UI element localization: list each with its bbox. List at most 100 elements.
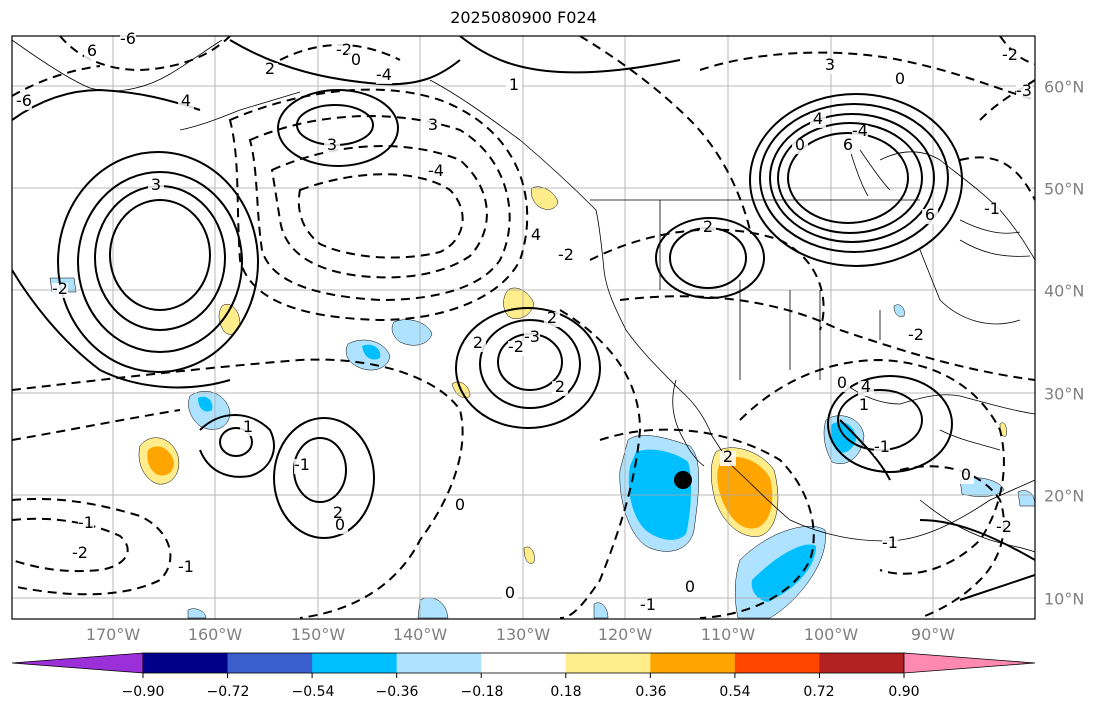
contour-label: 0 (685, 577, 695, 596)
contour-label: -3 (524, 327, 540, 346)
lon-label: 150°W (290, 625, 346, 644)
contour-label: 2 (473, 333, 483, 352)
contour-label: 4 (813, 109, 823, 128)
contour-label: -4 (428, 161, 444, 180)
contour-label: 4 (181, 91, 191, 110)
lat-label: 10°N (1044, 589, 1085, 609)
shade-orange-west (147, 446, 174, 476)
colorbar-tick-label: −0.54 (291, 684, 335, 700)
contour-label: 3 (151, 175, 161, 194)
contour-label: 2 (547, 308, 557, 327)
contour-label: -2 (508, 337, 524, 356)
colorbar-tick-label: 0.90 (888, 684, 920, 700)
shade-blue-bottom1 (417, 597, 449, 619)
shade-blue-mid2-dark (362, 344, 381, 360)
contour-label: 0 (335, 515, 345, 534)
contour-label: -4 (376, 65, 392, 84)
contour-label-bg (700, 221, 716, 236)
colorbar-tick-label: −0.90 (121, 684, 165, 700)
contour-label-bg (330, 507, 346, 522)
contour-label: -1 (294, 455, 310, 474)
contour-label: 0 (795, 135, 805, 154)
lon-label: 120°W (597, 625, 653, 644)
contour-label: 6 (843, 135, 853, 154)
contour-label: 3 (327, 135, 337, 154)
contour-label-bg (508, 341, 524, 356)
contour-label: -1 (874, 437, 890, 456)
shade-blue-east2 (1017, 490, 1035, 507)
lon-label: 100°W (803, 625, 859, 644)
contour-label-bg (148, 179, 164, 194)
contour-label-bg (324, 139, 340, 154)
contour-label-bg (425, 119, 441, 134)
contour-label-bg (178, 95, 194, 110)
contour-label-bg (996, 521, 1012, 536)
contour-label: -2 (908, 325, 924, 344)
colorbar-tick-label: 0.72 (803, 684, 835, 700)
shade-blue-bottom3 (593, 602, 609, 619)
contour-label-bg (376, 69, 392, 84)
lon-label: 90°W (910, 625, 956, 644)
coastlines (12, 39, 1035, 553)
contour-label: 0 (837, 373, 847, 392)
contour-label: -2 (996, 517, 1012, 536)
map-title: 2025080900 F024 (450, 8, 597, 27)
contour-label: 2 (333, 503, 343, 522)
contour-label: 4 (861, 377, 871, 396)
contour-label: 6 (87, 41, 97, 60)
contour-label-bg (262, 63, 278, 78)
colorbar-segment (396, 653, 482, 673)
shade-blue-mid1-dark (198, 396, 213, 412)
contour-label: 0 (455, 495, 465, 514)
contour-label: 2 (723, 447, 733, 466)
lon-label: 110°W (700, 625, 756, 644)
colorbar-segment (312, 653, 398, 673)
lon-label: 140°W (392, 625, 448, 644)
colorbar-tick-label: 0.18 (550, 684, 582, 700)
contour-label-bg (78, 517, 94, 532)
contour-label: 4 (531, 225, 541, 244)
lon-label: 130°W (495, 625, 551, 644)
shade-blue-south (751, 544, 816, 602)
colorbar-overflow (903, 652, 1036, 674)
contour-label: -1 (882, 533, 898, 552)
shade-orange-mexico (717, 456, 773, 529)
contour-label-bg (52, 283, 68, 298)
contour-label-bg (882, 537, 898, 552)
contour-label-bg (502, 587, 518, 602)
contour-label: -2 (52, 279, 68, 298)
shade-yellow-3 (531, 186, 559, 210)
contour-label: -2 (1002, 45, 1018, 64)
location-marker (674, 471, 692, 489)
contour-label: 2 (703, 217, 713, 236)
contour-label-bg (840, 139, 856, 154)
contour-label-bg (1002, 49, 1018, 64)
colorbar (11, 652, 1036, 678)
contour-label: 2 (265, 59, 275, 78)
contour-label: -1 (640, 595, 656, 614)
contour-label-bg (640, 599, 656, 614)
contour-label-bg (552, 381, 568, 396)
map-frame (11, 35, 1036, 620)
shaded-regions (49, 186, 1035, 619)
negative-contours (12, 36, 1035, 619)
lat-label: 40°N (1044, 281, 1085, 301)
contour-label-bg (452, 499, 468, 514)
colorbar-tick-label: −0.36 (375, 684, 419, 700)
contour-label-bg (16, 95, 32, 110)
contour-label: -6 (120, 29, 136, 48)
neutral-contours (12, 36, 1035, 601)
lat-label: 60°N (1044, 77, 1085, 97)
contour-label: -1 (984, 199, 1000, 218)
colorbar-segment (819, 653, 905, 673)
contour-label: 0 (505, 583, 515, 602)
contour-label: -1 (178, 557, 194, 576)
contour-label-bg (506, 79, 522, 94)
colorbar-tick-label: 0.54 (719, 684, 751, 700)
colorbar-tick-label: 0.36 (635, 684, 667, 700)
contour-label-bg (682, 581, 698, 596)
colorbar-segment (227, 653, 313, 673)
lon-label: 160°W (187, 625, 243, 644)
contour-label-bg (810, 113, 826, 128)
